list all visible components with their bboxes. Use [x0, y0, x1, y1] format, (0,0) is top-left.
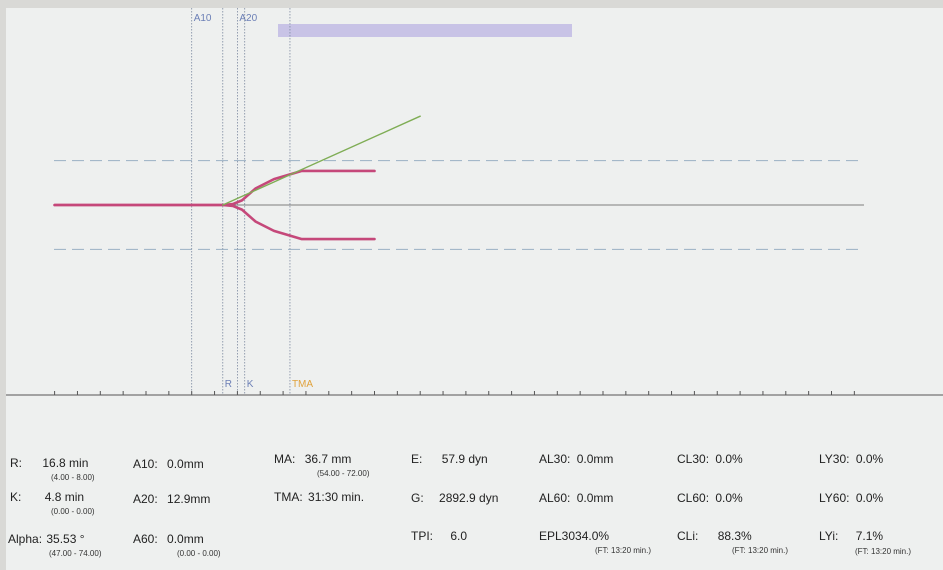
marker-label-a10: A10: [194, 13, 212, 24]
param-a20: A20: 12.9mm: [133, 492, 210, 506]
param-epl30-range: (FT: 13:20 min.): [595, 546, 652, 555]
param-ma: MA: 36.7 mm (54.00 - 72.00): [274, 452, 369, 478]
param-al60-value: 0.0mm: [576, 491, 614, 505]
param-r-range: (4.00 - 8.00): [51, 473, 95, 482]
marker-label-tma: TMA: [292, 379, 313, 390]
param-a60-value: 0.0mm: [167, 532, 204, 546]
param-cl60-label: CL60:: [677, 491, 710, 505]
marker-label-r: R: [225, 379, 232, 390]
param-lyi-value: 7.1%: [855, 529, 884, 543]
param-al60-label: AL60:: [539, 491, 571, 505]
param-lyi-label: LYi:: [819, 529, 839, 543]
param-ma-value: 36.7 mm: [304, 452, 352, 466]
param-epl30-label: EPL30: [539, 529, 576, 543]
param-a10: A10: 0.0mm: [133, 457, 204, 471]
param-a60: A60: 0.0mm (0.00 - 0.00): [133, 532, 221, 558]
param-cl30: CL30: 0.0%: [677, 452, 743, 466]
param-cl30-label: CL30:: [677, 452, 710, 466]
param-e-value: 57.9 dyn: [441, 452, 488, 466]
param-alpha-label: Alpha:: [8, 532, 43, 546]
param-tpi-label: TPI:: [411, 529, 434, 543]
param-cli-value: 88.3%: [717, 529, 752, 543]
param-alpha-range: (47.00 - 74.00): [49, 549, 102, 558]
param-a20-value: 12.9mm: [167, 492, 211, 506]
param-ly30: LY30: 0.0%: [819, 452, 883, 466]
param-k: K: 4.8 min (0.00 - 0.00): [10, 490, 95, 516]
series-line-1: [53, 169, 376, 207]
param-k-range: (0.00 - 0.00): [51, 507, 95, 516]
teg-tracing-chart: A10 A20 R K TMA: [6, 8, 943, 396]
thromboelastogram-printout: A10 A20 R K TMA R: 16.8 min (4.00 - 8.00) K:…: [6, 8, 943, 570]
param-lyi-range: (FT: 13:20 min.): [855, 547, 912, 556]
param-a10-label: A10:: [133, 457, 158, 471]
param-g-value: 2892.9 dyn: [439, 491, 499, 505]
param-a10-value: 0.0mm: [167, 457, 204, 471]
param-g-label: G:: [411, 491, 424, 505]
param-epl30: EPL3034.0% (FT: 13:20 min.): [539, 529, 651, 555]
param-r-label: R:: [10, 456, 22, 470]
param-cli: CLi: 88.3% (FT: 13:20 min.): [677, 529, 788, 555]
param-al30-value: 0.0mm: [576, 452, 614, 466]
param-tma: TMA: 31:30 min.: [274, 490, 364, 504]
series-line-2: [53, 203, 376, 241]
param-alpha-value: 35.53 °: [46, 532, 85, 546]
param-e-label: E:: [411, 452, 423, 466]
param-ma-label: MA:: [274, 452, 296, 466]
param-r: R: 16.8 min (4.00 - 8.00): [10, 456, 95, 482]
param-a20-label: A20:: [133, 492, 158, 506]
param-r-value: 16.8 min: [42, 456, 89, 470]
param-ly60: LY60: 0.0%: [819, 491, 883, 505]
param-epl30-value: 34.0%: [575, 529, 610, 543]
param-ly30-label: LY30:: [819, 452, 850, 466]
param-ma-range: (54.00 - 72.00): [317, 469, 370, 478]
param-e: E: 57.9 dyn: [411, 452, 488, 466]
param-alpha: Alpha: 35.53 ° (47.00 - 74.00): [8, 532, 101, 558]
param-tma-value: 31:30 min.: [308, 490, 365, 504]
param-ly60-value: 0.0%: [855, 491, 884, 505]
header-bar: [278, 24, 572, 37]
marker-label-k: K: [247, 379, 254, 390]
param-al30-label: AL30:: [539, 452, 571, 466]
param-a60-range: (0.00 - 0.00): [177, 549, 221, 558]
param-k-value: 4.8 min: [44, 490, 85, 504]
param-a60-label: A60:: [133, 532, 158, 546]
param-lyi: LYi: 7.1% (FT: 13:20 min.): [819, 529, 911, 556]
param-cli-range: (FT: 13:20 min.): [732, 546, 789, 555]
marker-label-a20: A20: [239, 13, 257, 24]
param-cli-label: CLi:: [677, 529, 699, 543]
param-k-label: K:: [10, 490, 22, 504]
param-ly30-value: 0.0%: [855, 452, 884, 466]
param-tpi-value: 6.0: [450, 529, 468, 543]
param-cl60: CL60: 0.0%: [677, 491, 743, 505]
param-tma-label: TMA:: [274, 490, 303, 504]
param-g: G: 2892.9 dyn: [411, 491, 498, 505]
series-line-3: [222, 115, 421, 206]
param-cl30-value: 0.0%: [715, 452, 743, 466]
param-al30: AL30: 0.0mm: [539, 452, 613, 466]
param-tpi: TPI: 6.0: [411, 529, 467, 543]
param-ly60-label: LY60:: [819, 491, 850, 505]
param-al60: AL60: 0.0mm: [539, 491, 613, 505]
param-cl60-value: 0.0%: [715, 491, 743, 505]
